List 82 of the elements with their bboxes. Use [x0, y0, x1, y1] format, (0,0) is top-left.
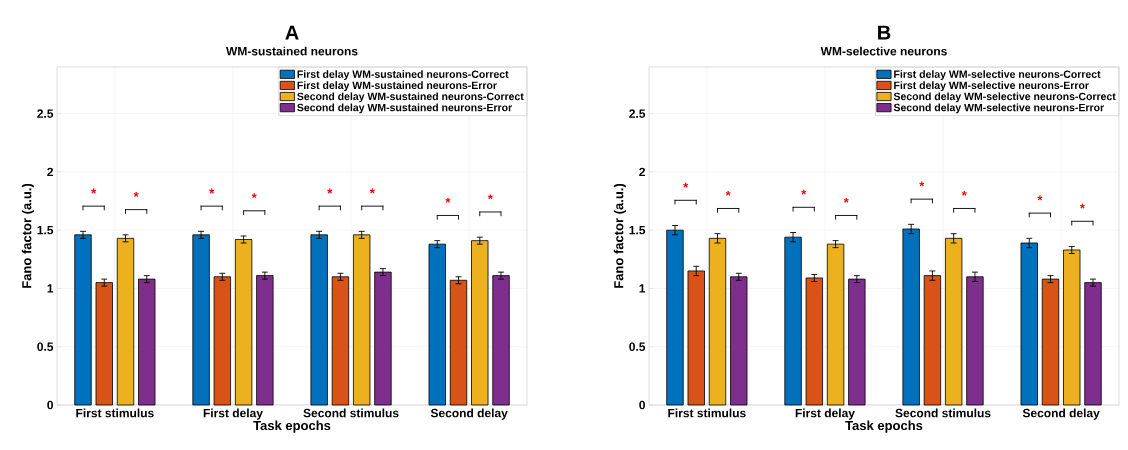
bar	[708, 237, 727, 406]
y-tick-label: 2	[639, 167, 645, 177]
legend-label: Second delay WM-selective neurons-Correct	[893, 92, 1116, 103]
annotation: *	[919, 181, 925, 187]
y-tick-label: 2.5	[37, 109, 54, 118]
bar	[310, 234, 328, 406]
annotation: *	[91, 188, 97, 194]
annotation: *	[369, 188, 375, 194]
bar	[428, 243, 446, 406]
y-tick-label: 1	[639, 284, 646, 293]
legend-label: Second delay WM-selective neurons-Error	[893, 103, 1104, 114]
chart-subtitle: WM-selective neurons	[820, 46, 947, 56]
annotation: *	[1079, 203, 1085, 209]
x-tick-label: First stimulus	[668, 408, 746, 418]
bar	[945, 237, 963, 406]
y-tick-label: 0	[47, 400, 53, 410]
chart-title: B	[878, 25, 891, 40]
legend-label: Second delay WM-sustained neurons-Error	[297, 103, 512, 114]
y-tick-label: 1.5	[37, 225, 54, 235]
bar	[1020, 242, 1038, 406]
bar	[95, 282, 113, 406]
annotation: *	[725, 190, 731, 196]
x-tick-label: Second delay	[1022, 408, 1100, 420]
bar	[331, 276, 350, 406]
bar	[1084, 282, 1102, 406]
bar	[805, 277, 823, 406]
y-axis-title: Fano factor (a.u.)	[613, 183, 626, 288]
legend-label: First delay WM-selective neurons-Correct	[894, 70, 1101, 80]
annotation: *	[1037, 195, 1043, 201]
chart-title: A	[285, 25, 299, 40]
bar	[234, 239, 253, 406]
y-tick-label: 0.5	[37, 342, 54, 351]
x-tick-label: First delay	[795, 408, 855, 420]
chart-subtitle: WM-sustained neurons	[226, 46, 358, 56]
bar	[116, 237, 135, 406]
bar	[353, 234, 371, 406]
legend-label: First delay WM-sustained neurons-Correct	[297, 70, 509, 80]
bar	[666, 229, 684, 406]
annotation: *	[487, 194, 493, 200]
x-tick-label: Second stimulus	[303, 408, 399, 418]
bar	[687, 270, 705, 406]
bar	[730, 276, 748, 406]
annotation: *	[133, 192, 139, 197]
y-tick-label: 1	[47, 284, 54, 293]
legend-label: First delay WM-selective neurons-Error	[894, 81, 1089, 92]
bar	[449, 279, 468, 406]
bar	[138, 278, 156, 406]
bar	[256, 275, 274, 406]
x-axis-title: Task epochs	[253, 420, 331, 433]
legend-label: Second delay WM-sustained neurons-Correct	[297, 92, 524, 103]
annotation: *	[801, 189, 807, 195]
annotation: *	[209, 188, 215, 194]
y-axis-title: Fano factor (a.u.)	[21, 183, 34, 288]
y-tick-label: 1.5	[629, 225, 646, 235]
annotation: *	[683, 182, 689, 188]
x-axis-title: Task epochs	[845, 420, 923, 433]
annotation: *	[445, 197, 451, 203]
bar	[1041, 278, 1060, 406]
legend-label: First delay WM-sustained neurons-Error	[297, 81, 497, 92]
x-tick-label: First stimulus	[76, 408, 154, 418]
y-tick-label: 0.5	[629, 342, 646, 351]
y-tick-label: 2.5	[629, 109, 646, 118]
annotation: *	[251, 193, 257, 199]
y-tick-label: 2	[47, 167, 53, 177]
bar	[902, 228, 920, 406]
bar	[192, 234, 210, 406]
bar	[848, 278, 866, 406]
bar	[784, 236, 802, 406]
bar	[1063, 249, 1081, 406]
bar	[374, 271, 392, 406]
annotation: *	[961, 190, 967, 196]
x-tick-label: Second delay	[430, 408, 508, 420]
annotation: *	[327, 188, 333, 194]
bar	[213, 276, 232, 406]
bar	[471, 240, 489, 406]
bar	[492, 275, 510, 406]
x-tick-label: First delay	[203, 408, 263, 420]
y-tick-label: 0	[639, 400, 645, 410]
bar	[826, 243, 845, 406]
x-tick-label: Second stimulus	[895, 408, 991, 418]
annotation: *	[843, 197, 849, 203]
bar	[74, 234, 92, 406]
